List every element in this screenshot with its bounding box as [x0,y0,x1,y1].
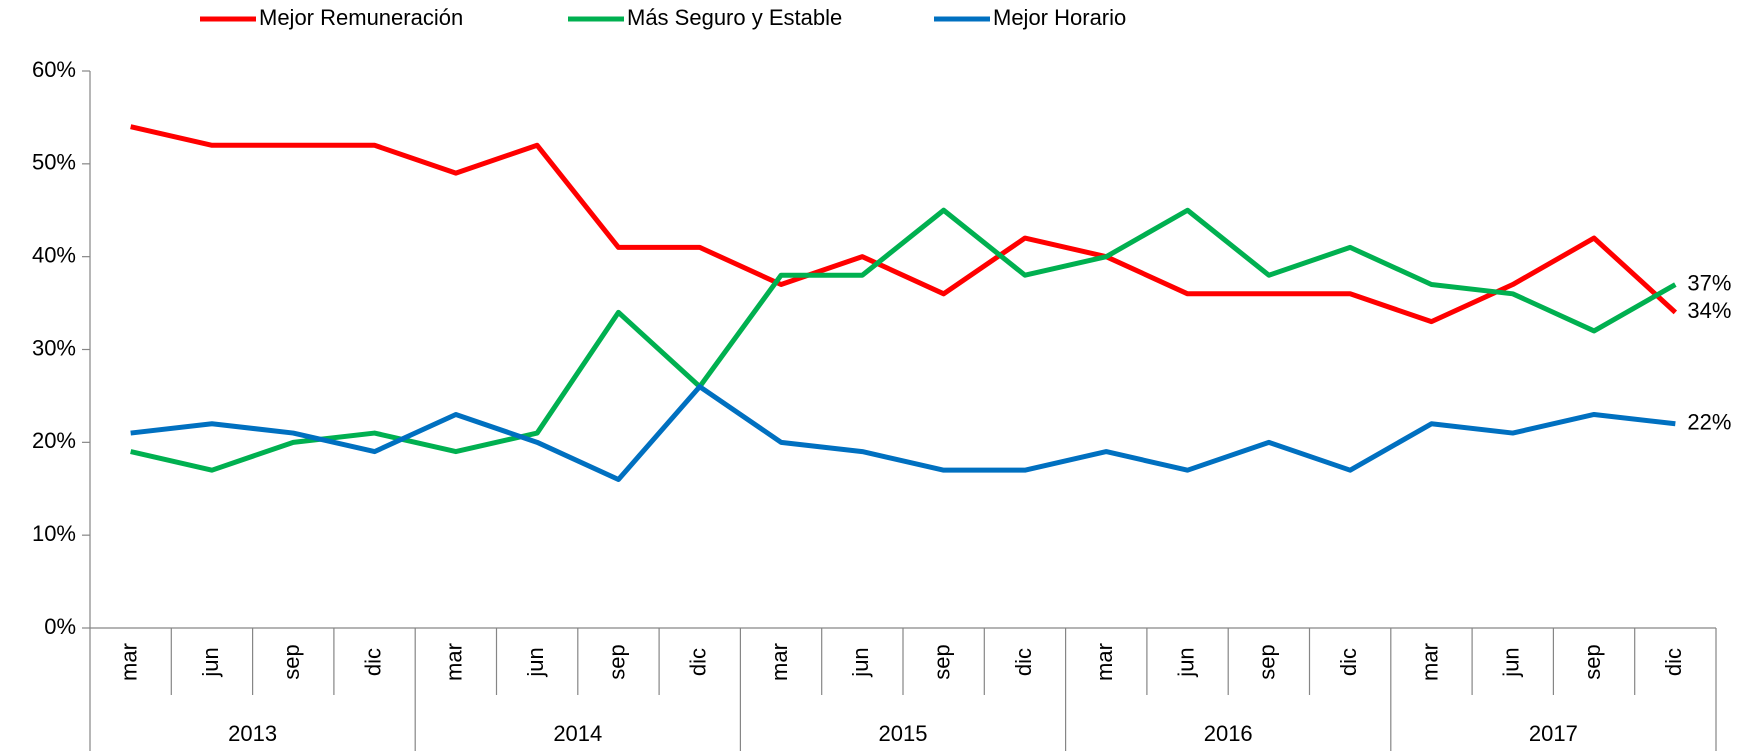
x-tick-label: mar [767,643,792,681]
x-tick-label: dic [360,648,385,676]
year-label: 2013 [228,721,277,746]
x-tick-label: sep [1580,644,1605,679]
x-tick-label: sep [604,644,629,679]
legend-label: Mejor Remuneración [259,5,463,30]
y-tick-label: 30% [32,335,76,360]
y-tick-label: 0% [44,614,76,639]
x-tick-label: sep [929,644,954,679]
x-tick-label: mar [442,643,467,681]
x-tick-label: mar [116,643,141,681]
x-tick-label: dic [1336,648,1361,676]
year-label: 2014 [553,721,602,746]
data-label: 37% [1687,270,1731,295]
year-label: 2016 [1204,721,1253,746]
year-label: 2017 [1529,721,1578,746]
series-line [130,124,1678,325]
y-tick-label: 20% [32,428,76,453]
y-tick-label: 10% [32,521,76,546]
series-line [130,207,1677,473]
x-tick-label: dic [686,648,711,676]
legend-label: Mejor Horario [993,5,1126,30]
x-tick-label: jun [1173,647,1198,677]
legend-label: Más Seguro y Estable [627,5,842,30]
data-label: 34% [1687,298,1731,323]
y-tick-label: 50% [32,150,76,175]
x-tick-label: sep [279,644,304,679]
x-tick-label: jun [198,647,223,677]
x-tick-label: dic [1661,648,1686,676]
year-label: 2015 [879,721,928,746]
y-tick-label: 60% [32,57,76,82]
x-tick-label: mar [1417,643,1442,681]
data-label: 22% [1687,410,1731,435]
x-tick-label: mar [1092,643,1117,681]
x-tick-label: jun [523,647,548,677]
y-tick-label: 40% [32,242,76,267]
x-tick-label: dic [1011,648,1036,676]
x-tick-label: jun [848,647,873,677]
x-tick-label: jun [1499,647,1524,677]
series-line [130,384,1676,482]
x-tick-label: sep [1255,644,1280,679]
